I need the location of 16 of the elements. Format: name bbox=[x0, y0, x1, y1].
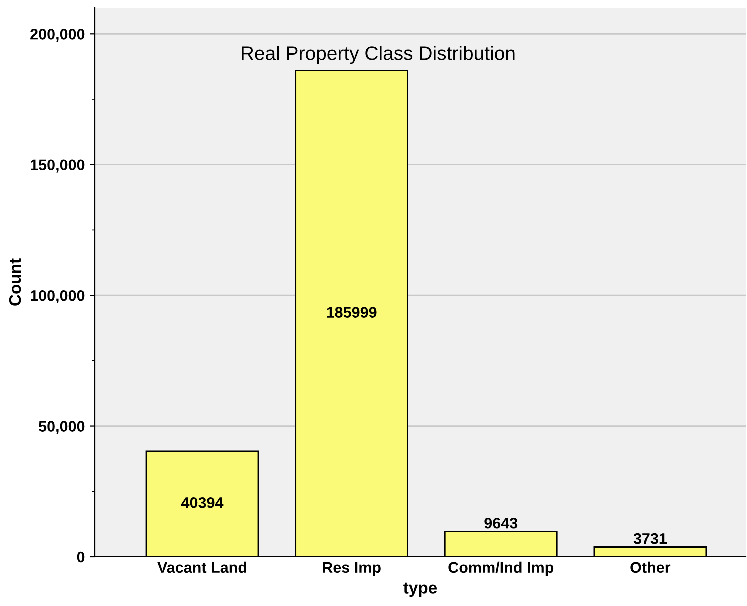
y-tick-label: 100,000 bbox=[31, 290, 85, 304]
text: Real Property Class Distribution bbox=[242, 46, 515, 64]
y-tick-label: 200,000 bbox=[30, 29, 85, 42]
data-label: 9643 bbox=[484, 518, 518, 529]
x-tick-label: Vacant Land bbox=[158, 562, 246, 574]
y-tick-label: 50,000 bbox=[39, 421, 85, 434]
x-tick-label: Comm/Ind Imp bbox=[448, 562, 554, 576]
y-axis-title: Count bbox=[9, 258, 22, 306]
x-tick-label: Other bbox=[630, 562, 671, 574]
y-tick-label: 0 bbox=[77, 552, 85, 563]
y-tick-label: 150,000 bbox=[31, 160, 85, 173]
data-label: 3731 bbox=[634, 533, 668, 544]
x-tick-label: Res Imp bbox=[323, 562, 381, 576]
x-axis-title: type bbox=[404, 582, 438, 598]
data-label: 185999 bbox=[327, 307, 377, 318]
data-label: 40394 bbox=[181, 497, 224, 508]
